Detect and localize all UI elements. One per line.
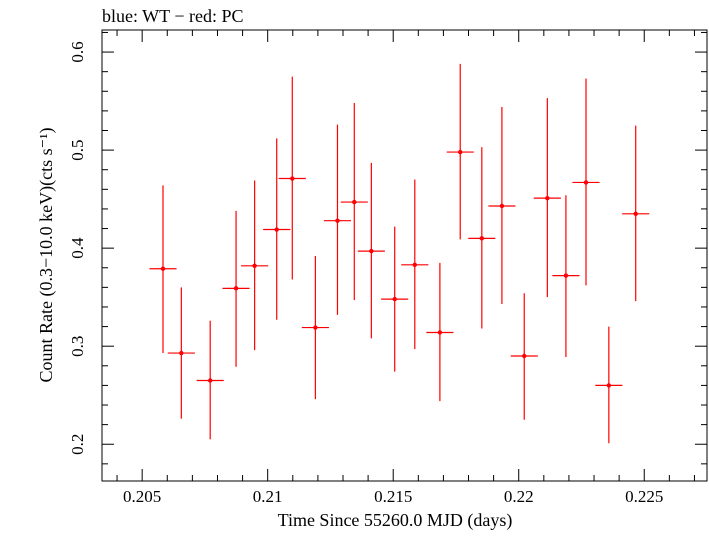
data-point [381,226,409,372]
data-marker [274,227,279,232]
data-marker [437,330,443,335]
data-point [196,320,224,440]
y-tick-label: 0.6 [68,41,87,62]
plot-frame [101,29,708,482]
data-marker [369,248,374,254]
data-point [426,262,454,402]
y-tick-label: 0.4 [68,237,87,259]
data-marker [290,176,295,181]
data-marker [458,149,463,155]
data-point [340,103,368,301]
data-marker [412,262,417,268]
x-tick-label: 0.215 [374,487,412,506]
data-marker [563,273,569,278]
data-point [401,179,429,350]
y-tick-label: 0.2 [68,434,87,455]
data-point [533,98,561,298]
data-marker [233,286,239,291]
data-marker [545,195,550,201]
series-layer [149,63,650,444]
data-marker [207,378,213,383]
data-marker [392,296,397,302]
x-tick-label: 0.225 [625,487,663,506]
data-marker [352,199,357,205]
data-point [552,195,580,357]
y-tick-label: 0.5 [68,139,87,160]
data-marker [499,203,505,209]
data-point [357,162,385,339]
data-marker [633,211,638,217]
chart-title: blue: WT − red: PC [102,6,243,26]
data-point [149,185,177,354]
data-point [510,293,538,420]
y-axis-ticks: 0.2 0.3 0.4 0.5 0.6 [68,31,707,465]
data-marker [179,350,184,356]
x-tick-label: 0.22 [504,487,534,506]
data-point [488,106,516,305]
y-tick-label: 0.3 [68,336,87,357]
data-point [468,147,496,329]
data-point [323,124,352,315]
data-marker [160,266,166,271]
data-point [595,326,623,444]
data-marker [606,383,612,388]
data-marker [252,263,257,268]
x-axis-title: Time Since 55260.0 MJD (days) [278,510,513,531]
data-marker [313,325,318,330]
data-marker [583,180,589,185]
data-marker [479,236,485,241]
data-point [167,287,195,419]
x-tick-label: 0.21 [253,487,283,506]
y-axis-title: Count Rate (0.3−10.0 keV)(cts s⁻¹) [36,127,57,382]
data-point [301,255,329,400]
x-tick-label: 0.205 [123,487,161,506]
data-point [572,78,600,286]
data-point [446,63,474,240]
data-point [222,210,250,367]
data-marker [522,353,527,359]
data-point [278,76,306,280]
data-point [241,180,269,351]
data-point [622,125,650,302]
data-point [263,138,291,320]
x-axis-ticks: 0.205 0.21 0.215 0.22 0.225 [116,30,695,506]
data-marker [335,218,340,223]
